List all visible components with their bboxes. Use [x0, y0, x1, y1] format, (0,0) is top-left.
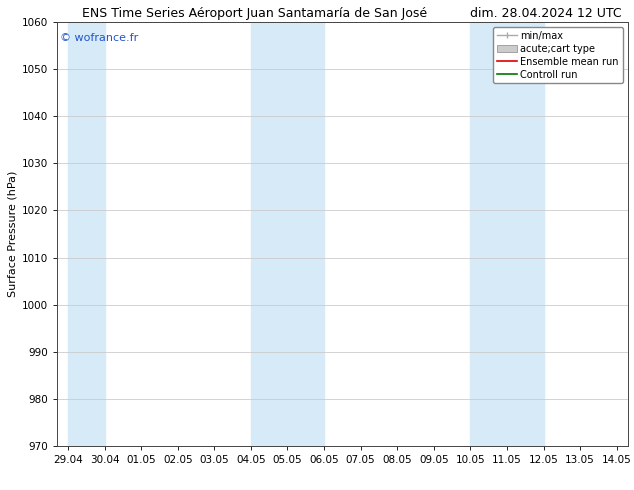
Text: ENS Time Series Aéroport Juan Santamaría de San José: ENS Time Series Aéroport Juan Santamaría… — [82, 7, 427, 21]
Bar — [68, 22, 105, 446]
Legend: min/max, acute;cart type, Ensemble mean run, Controll run: min/max, acute;cart type, Ensemble mean … — [493, 27, 623, 83]
Y-axis label: Surface Pressure (hPa): Surface Pressure (hPa) — [8, 171, 18, 297]
Bar — [251, 22, 324, 446]
Text: © wofrance.fr: © wofrance.fr — [60, 33, 138, 43]
Bar — [470, 22, 543, 446]
Text: dim. 28.04.2024 12 UTC: dim. 28.04.2024 12 UTC — [470, 7, 621, 21]
